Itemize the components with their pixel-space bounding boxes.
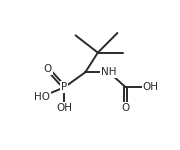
Text: P: P	[61, 82, 68, 92]
Text: HO: HO	[34, 92, 50, 102]
Text: O: O	[122, 103, 130, 113]
Text: OH: OH	[56, 103, 72, 113]
Text: OH: OH	[143, 82, 159, 92]
Text: NH: NH	[101, 67, 117, 77]
Text: O: O	[44, 64, 52, 74]
